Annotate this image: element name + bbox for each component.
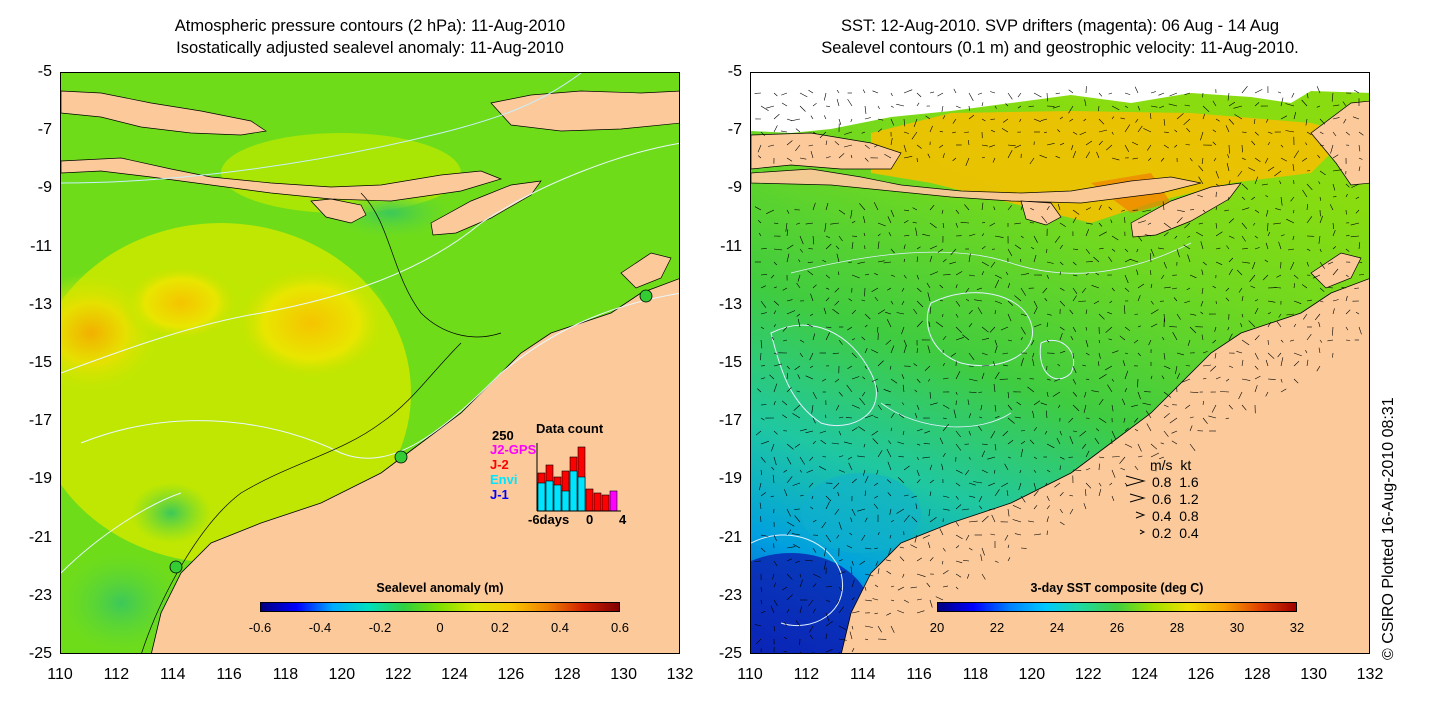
right-colorbar-tick: 32 bbox=[1289, 620, 1305, 635]
velocity-legend-row-2: 0.4 0.8 bbox=[1152, 508, 1199, 524]
velocity-legend-header: m/s kt bbox=[1150, 457, 1192, 473]
left-colorbar-title: Sealevel anomaly (m) bbox=[376, 581, 504, 595]
data-count-x-label-zero: 0 bbox=[586, 512, 594, 527]
data-count-title: Data count bbox=[536, 421, 604, 436]
right-y-tick: -17 bbox=[718, 412, 742, 430]
right-x-tick: 114 bbox=[849, 666, 876, 683]
velocity-legend-row-3: 0.2 0.4 bbox=[1152, 525, 1199, 541]
left-sealevel-map bbox=[60, 72, 680, 654]
data-count-max: 250 bbox=[492, 428, 514, 443]
left-x-tick: 130 bbox=[610, 666, 637, 683]
data-count-x-label-start: -6days bbox=[528, 512, 570, 527]
right-colorbar-tick: 30 bbox=[1229, 620, 1245, 635]
right-x-tick: 116 bbox=[906, 666, 932, 683]
left-y-tick: -15 bbox=[28, 354, 52, 371]
right-x-tick: 130 bbox=[1300, 666, 1327, 683]
series-j2gps-label: J2-GPS bbox=[490, 442, 537, 457]
data-count-inset bbox=[536, 443, 621, 513]
left-y-tick: -25 bbox=[28, 645, 52, 662]
right-y-tick: -11 bbox=[720, 237, 742, 255]
right-title-line2: Sealevel contours (0.1 m) and geostrophi… bbox=[821, 39, 1299, 57]
right-y-tick: -21 bbox=[718, 528, 742, 546]
left-x-tick: 118 bbox=[272, 666, 299, 683]
right-title-line1: SST: 12-Aug-2010. SVP drifters (magenta)… bbox=[840, 17, 1280, 35]
left-x-tick: 132 bbox=[666, 666, 694, 683]
right-x-tick: 120 bbox=[1018, 666, 1046, 683]
left-y-tick: -13 bbox=[28, 295, 52, 313]
left-x-tick: 114 bbox=[159, 666, 186, 683]
series-j1-label: J-1 bbox=[490, 487, 509, 502]
left-colorbar-tick: 0.2 bbox=[490, 620, 510, 635]
right-x-tick: 126 bbox=[1187, 666, 1215, 683]
right-x-tick: 122 bbox=[1074, 666, 1102, 683]
left-x-tick: 120 bbox=[328, 666, 356, 683]
series-envi-label: Envi bbox=[490, 472, 518, 487]
right-colorbar-tick: 22 bbox=[989, 620, 1005, 635]
right-x-tick: 128 bbox=[1243, 666, 1271, 683]
left-x-tick: 116 bbox=[216, 666, 242, 683]
left-x-tick: 126 bbox=[497, 666, 525, 683]
right-x-tick: 112 bbox=[793, 666, 820, 683]
right-x-tick: 110 bbox=[737, 666, 763, 683]
left-y-tick: -21 bbox=[28, 528, 52, 546]
right-y-tick: -23 bbox=[718, 586, 742, 604]
right-y-tick: -13 bbox=[718, 295, 742, 313]
right-colorbar bbox=[937, 602, 1297, 612]
left-x-tick: 128 bbox=[553, 666, 581, 683]
left-x-tick: 124 bbox=[441, 666, 468, 683]
left-colorbar-tick: -0.6 bbox=[248, 620, 272, 635]
left-y-tick: -17 bbox=[28, 412, 52, 430]
right-x-tick: 132 bbox=[1356, 666, 1384, 683]
left-y-tick: -19 bbox=[28, 470, 52, 488]
right-y-tick: -5 bbox=[727, 63, 742, 80]
left-y-tick: -11 bbox=[30, 237, 52, 255]
right-y-tick: -9 bbox=[727, 179, 742, 197]
series-j2-label: J-2 bbox=[490, 457, 509, 472]
left-colorbar-tick: -0.2 bbox=[368, 620, 392, 635]
right-y-tick: -15 bbox=[718, 354, 742, 371]
right-colorbar-tick: 20 bbox=[929, 620, 945, 635]
right-y-tick: -25 bbox=[718, 645, 742, 662]
left-y-tick: -5 bbox=[37, 63, 52, 80]
right-x-tick: 118 bbox=[962, 666, 989, 683]
left-colorbar-tick: -0.4 bbox=[308, 620, 332, 635]
velocity-legend-row-1: 0.6 1.2 bbox=[1152, 491, 1199, 507]
right-y-tick: -7 bbox=[727, 121, 742, 139]
left-title-line1: Atmospheric pressure contours (2 hPa): 1… bbox=[174, 17, 566, 35]
left-x-tick: 110 bbox=[47, 666, 73, 683]
right-y-tick: -19 bbox=[718, 470, 742, 488]
left-colorbar-tick: 0.4 bbox=[550, 620, 570, 635]
left-colorbar-tick: 0 bbox=[436, 620, 444, 635]
right-colorbar-tick: 24 bbox=[1049, 620, 1065, 635]
right-colorbar-tick: 26 bbox=[1109, 620, 1125, 635]
data-count-x-label-end: 4 bbox=[619, 512, 627, 527]
right-sst-map bbox=[750, 72, 1370, 654]
right-x-tick: 124 bbox=[1131, 666, 1158, 683]
right-colorbar-title: 3-day SST composite (deg C) bbox=[1030, 581, 1204, 595]
left-x-tick: 112 bbox=[103, 666, 130, 683]
left-colorbar-tick: 0.6 bbox=[610, 620, 630, 635]
right-colorbar-tick: 28 bbox=[1169, 620, 1185, 635]
left-title-line2: Isostatically adjusted sealevel anomaly:… bbox=[176, 39, 564, 57]
left-y-tick: -7 bbox=[37, 121, 52, 139]
velocity-legend-arrows bbox=[1125, 475, 1146, 535]
velocity-legend-row-0: 0.8 1.6 bbox=[1152, 474, 1199, 490]
credit-text: © CSIRO Plotted 16-Aug-2010 08:31 bbox=[1380, 397, 1397, 660]
left-x-tick: 122 bbox=[384, 666, 412, 683]
left-colorbar bbox=[260, 602, 620, 612]
left-y-tick: -23 bbox=[28, 586, 52, 604]
left-y-tick: -9 bbox=[37, 179, 52, 197]
